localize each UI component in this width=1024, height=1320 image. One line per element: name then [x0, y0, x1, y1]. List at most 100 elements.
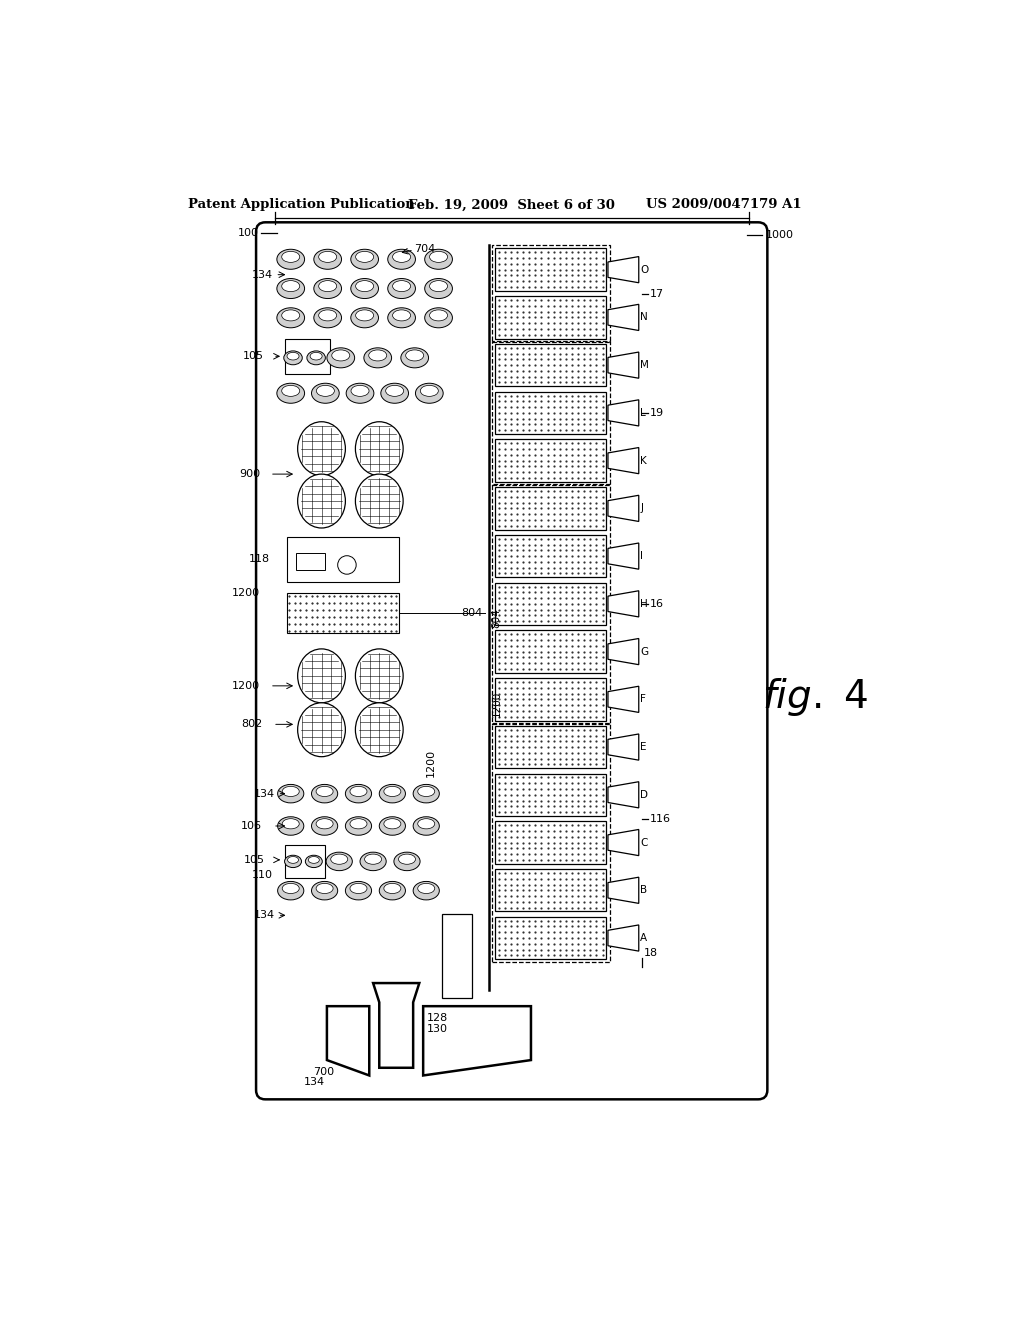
Ellipse shape [318, 310, 337, 321]
Polygon shape [373, 983, 419, 1068]
Ellipse shape [276, 249, 304, 269]
Text: B: B [640, 886, 647, 895]
Polygon shape [608, 591, 639, 616]
Ellipse shape [311, 882, 338, 900]
Text: 700: 700 [313, 1067, 334, 1077]
Bar [495, 774, 606, 816]
Ellipse shape [311, 817, 338, 836]
Ellipse shape [418, 818, 435, 829]
Ellipse shape [413, 882, 439, 900]
Ellipse shape [388, 249, 416, 269]
Ellipse shape [420, 385, 438, 396]
Text: D: D [640, 789, 648, 800]
Ellipse shape [379, 817, 406, 836]
Bar [495, 248, 606, 290]
Text: US 2009/0047179 A1: US 2009/0047179 A1 [646, 198, 802, 211]
Ellipse shape [360, 853, 386, 871]
Bar [287, 537, 398, 582]
Ellipse shape [278, 882, 304, 900]
Text: 130: 130 [427, 1024, 449, 1035]
Ellipse shape [345, 817, 372, 836]
Text: 16: 16 [649, 599, 664, 609]
Ellipse shape [282, 251, 300, 263]
Polygon shape [608, 352, 639, 379]
Text: 116: 116 [649, 814, 671, 824]
Polygon shape [608, 639, 639, 665]
Bar [495, 726, 606, 768]
Ellipse shape [332, 350, 350, 360]
Bar [495, 582, 606, 626]
Ellipse shape [429, 310, 447, 321]
Ellipse shape [282, 385, 300, 396]
Ellipse shape [355, 310, 374, 321]
Ellipse shape [283, 787, 299, 796]
Ellipse shape [351, 385, 369, 396]
Bar [495, 678, 606, 721]
Ellipse shape [287, 352, 299, 360]
Ellipse shape [298, 422, 345, 475]
Ellipse shape [398, 854, 416, 865]
Ellipse shape [327, 348, 354, 368]
Ellipse shape [365, 854, 382, 865]
Ellipse shape [369, 350, 387, 360]
Text: 134: 134 [254, 911, 275, 920]
Ellipse shape [425, 279, 453, 298]
Bar [495, 345, 606, 387]
Ellipse shape [364, 348, 391, 368]
Ellipse shape [350, 787, 367, 796]
Ellipse shape [429, 251, 447, 263]
Ellipse shape [276, 308, 304, 327]
Bar [286, 339, 330, 374]
Text: Patent Application Publication: Patent Application Publication [188, 198, 415, 211]
Ellipse shape [355, 649, 403, 702]
Ellipse shape [416, 383, 443, 404]
Ellipse shape [278, 817, 304, 836]
Text: J: J [640, 503, 643, 513]
Bar [495, 631, 606, 673]
Ellipse shape [345, 882, 372, 900]
Polygon shape [608, 495, 639, 521]
Bar [495, 392, 606, 434]
Text: Feb. 19, 2009  Sheet 6 of 30: Feb. 19, 2009 Sheet 6 of 30 [408, 198, 614, 211]
Ellipse shape [318, 281, 337, 292]
Ellipse shape [310, 352, 323, 360]
Ellipse shape [381, 383, 409, 404]
Ellipse shape [283, 818, 299, 829]
FancyBboxPatch shape [256, 222, 767, 1100]
Polygon shape [608, 878, 639, 903]
Text: 110: 110 [252, 870, 273, 880]
Text: 134: 134 [304, 1077, 325, 1086]
Text: 900: 900 [239, 469, 260, 479]
Bar [495, 535, 606, 577]
Text: 704: 704 [414, 244, 435, 255]
Ellipse shape [285, 855, 301, 867]
Ellipse shape [355, 281, 374, 292]
Ellipse shape [392, 310, 411, 321]
Ellipse shape [379, 882, 406, 900]
Polygon shape [608, 734, 639, 760]
Ellipse shape [355, 702, 403, 756]
Text: N: N [640, 313, 648, 322]
Ellipse shape [418, 883, 435, 894]
Text: O: O [640, 265, 648, 275]
Bar [495, 440, 606, 482]
Ellipse shape [311, 784, 338, 803]
Ellipse shape [392, 281, 411, 292]
Text: F: F [640, 694, 646, 705]
Text: 128: 128 [427, 1012, 449, 1023]
Bar [492, 723, 609, 962]
Polygon shape [608, 686, 639, 713]
Ellipse shape [425, 249, 453, 269]
Text: 134: 134 [254, 788, 275, 799]
Text: 18: 18 [644, 948, 658, 958]
Text: 1200: 1200 [426, 748, 436, 777]
Text: I: I [640, 552, 643, 561]
Ellipse shape [276, 279, 304, 298]
Ellipse shape [413, 784, 439, 803]
Ellipse shape [276, 383, 304, 404]
Ellipse shape [326, 853, 352, 871]
Text: G: G [640, 647, 648, 656]
Text: 1200: 1200 [492, 690, 502, 717]
Text: 105: 105 [243, 351, 264, 362]
Polygon shape [423, 1006, 531, 1076]
